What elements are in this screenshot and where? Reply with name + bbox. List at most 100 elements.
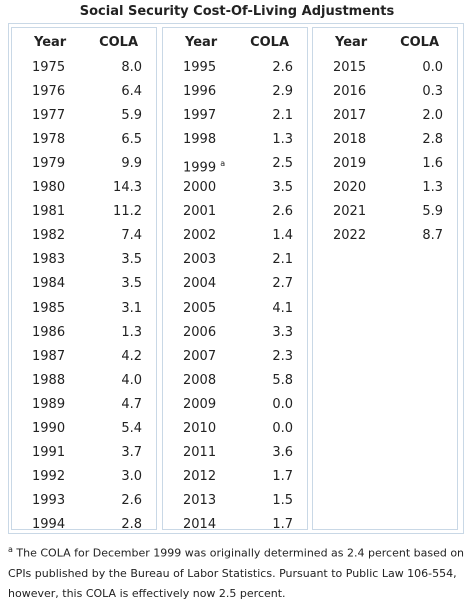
cola-cell: 3.5 — [272, 180, 293, 196]
cola-cell: 4.1 — [272, 300, 293, 316]
cola-cell: 2.7 — [272, 276, 293, 292]
year-cell: 2012 — [183, 469, 216, 485]
year-cell: 2006 — [183, 325, 216, 341]
year: 1977 — [32, 108, 66, 124]
year: 2002 — [183, 228, 217, 244]
cola-cell: 2.9 — [272, 84, 293, 100]
year: 2013 — [183, 492, 217, 508]
year: 1985 — [32, 300, 66, 316]
cola-cell: 0.0 — [422, 60, 443, 75]
year-cell: 1995 — [183, 60, 216, 76]
cola-cell: 2.1 — [272, 108, 293, 124]
year-cell: 1985 — [32, 301, 65, 317]
cola-cell: 2.5 — [272, 156, 293, 172]
footnote-marker: a — [8, 545, 13, 554]
year-cell: 2000 — [183, 180, 216, 196]
year-cell: 2015 — [333, 60, 366, 76]
year-cell: 2017 — [333, 108, 366, 124]
year: 2014 — [183, 516, 217, 532]
year-cell: 1989 — [32, 397, 65, 413]
year-cell: 2013 — [183, 493, 216, 509]
cola-cell: 5.9 — [422, 204, 443, 220]
year: 1988 — [32, 372, 66, 388]
year-cell: 1990 — [32, 421, 65, 437]
year: 2020 — [333, 180, 367, 196]
table-title: Social Security Cost-Of-Living Adjustmen… — [79, 4, 395, 19]
year: 2011 — [183, 444, 217, 460]
year-cell: 2007 — [183, 349, 216, 365]
year: 1976 — [32, 84, 66, 100]
year: 2009 — [183, 396, 217, 412]
year: 2007 — [183, 348, 217, 364]
cola-cell: 11.2 — [113, 204, 142, 220]
table-panel: Year COLA 2015 0.0 2016 0.3 2017 2.0 2018 2.8 2019… — [312, 27, 458, 530]
year-cell: 2021 — [333, 204, 366, 220]
year: 1980 — [32, 180, 66, 196]
year-cell: 2014 — [183, 517, 216, 533]
year-cell: 1986 — [32, 325, 65, 341]
year: 1975 — [32, 60, 66, 75]
table-frame: Year COLA 1975 8.0 1976 6.4 1977 5.9 1978 6.5 1979… — [8, 23, 464, 534]
cola-cell: 2.6 — [121, 492, 142, 508]
cola-cell: 0.0 — [272, 396, 293, 412]
year-cell: 2002 — [183, 228, 216, 244]
year-cell: 1993 — [32, 493, 65, 509]
table-panel: Year COLA 1995 2.6 1996 2.9 1997 2.1 1998 1.3 1999… — [162, 27, 308, 533]
year-cell: 1981 — [32, 204, 65, 220]
year: 1978 — [32, 132, 66, 148]
cola-cell: 1.3 — [121, 324, 142, 340]
year: 1996 — [183, 84, 217, 100]
year-cell: 1988 — [32, 373, 65, 389]
year-cell: 1997 — [183, 108, 216, 124]
cola-cell: 8.7 — [422, 228, 443, 244]
note-marker: a — [220, 159, 226, 169]
cola-cell: 8.0 — [121, 60, 142, 75]
cola-cell: 2.6 — [272, 204, 293, 220]
year-cell: 2010 — [183, 421, 216, 437]
cola-cell: 3.7 — [121, 444, 142, 460]
year: 1983 — [32, 252, 66, 268]
cola-cell: 1.3 — [422, 180, 443, 196]
cola-cell: 4.2 — [121, 348, 142, 364]
year: 1989 — [32, 396, 66, 412]
year: 1984 — [32, 276, 66, 292]
cola-cell: 4.0 — [121, 372, 142, 388]
year: 1981 — [32, 204, 66, 220]
year-cell: 1984 — [32, 276, 65, 292]
footnote-text: The COLA for December 1999 was originall… — [8, 546, 465, 599]
year-cell: 1978 — [32, 132, 65, 148]
year: 1979 — [32, 156, 66, 172]
footnote: a The COLA for December 1999 was origina… — [8, 540, 468, 599]
year: 1997 — [183, 108, 217, 124]
header-year: Year — [185, 35, 218, 50]
year: 2012 — [183, 468, 217, 484]
year: 1998 — [183, 132, 217, 148]
year: 2022 — [333, 228, 367, 244]
year-cell: 1977 — [32, 108, 65, 124]
cola-cell: 3.3 — [272, 324, 293, 340]
year: 1999 — [183, 160, 217, 176]
year-cell: 2005 — [183, 301, 216, 317]
year-cell: 1992 — [32, 469, 65, 485]
cola-cell: 2.8 — [121, 516, 142, 532]
year-cell: 1991 — [32, 445, 65, 461]
year-cell: 2008 — [183, 373, 216, 389]
year: 2004 — [183, 276, 217, 292]
cola-cell: 6.5 — [121, 132, 142, 148]
year-cell: 1975 — [32, 60, 65, 76]
cola-cell: 2.0 — [422, 108, 443, 124]
cola-cell: 3.0 — [121, 468, 142, 484]
year: 1991 — [32, 444, 66, 460]
cola-cell: 1.6 — [422, 156, 443, 172]
cola-cell: 5.8 — [272, 372, 293, 388]
cola-cell: 7.4 — [121, 228, 142, 244]
year-cell: 1979 — [32, 156, 65, 172]
cola-cell: 6.4 — [121, 84, 142, 100]
year: 2006 — [183, 324, 217, 340]
year: 2015 — [333, 60, 367, 75]
year-cell: 1996 — [183, 84, 216, 100]
year: 2021 — [333, 204, 367, 220]
year-cell: 2019 — [333, 156, 366, 172]
year-cell: 1999 a — [183, 156, 225, 176]
